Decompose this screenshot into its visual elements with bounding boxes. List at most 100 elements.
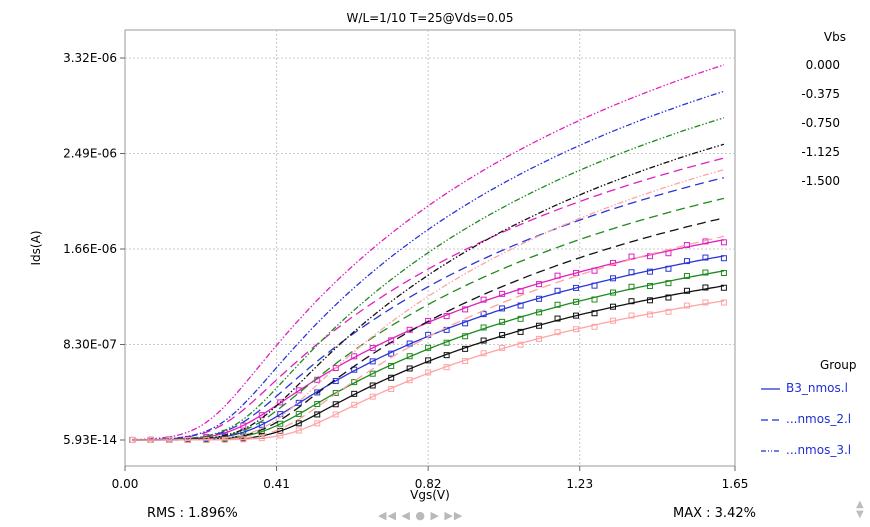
data-point — [258, 435, 265, 442]
data-point — [406, 353, 413, 360]
data-point — [258, 421, 265, 428]
data-point — [591, 282, 598, 289]
data-point — [425, 317, 432, 324]
group-legend-title: Group — [820, 358, 857, 372]
data-point — [720, 269, 727, 276]
data-point — [573, 326, 580, 333]
data-point — [295, 410, 302, 417]
data-point — [443, 313, 450, 320]
data-point — [388, 374, 395, 381]
navigation-controls[interactable]: ◀◀ ◀ ● ▶ ▶▶ — [378, 509, 464, 522]
solid-line-icon — [761, 388, 780, 390]
y-tick-label: 8.30E-07 — [63, 338, 117, 352]
data-point — [683, 258, 690, 265]
data-point — [332, 401, 339, 408]
data-point — [610, 259, 616, 266]
max-readout: MAX : 3.42% — [673, 506, 756, 521]
data-point — [610, 303, 616, 310]
data-point — [646, 311, 653, 318]
series-line-nmos-2 — [132, 235, 725, 441]
data-point — [720, 284, 727, 291]
vbs-legend-item: -1.500 — [801, 174, 840, 188]
data-point — [517, 302, 524, 309]
data-point — [683, 287, 690, 294]
rms-readout: RMS : 1.896% — [147, 506, 238, 521]
plot-area — [124, 29, 736, 467]
vbs-legend-item: -0.750 — [801, 116, 840, 130]
y-tick-label: 2.49E-06 — [63, 147, 117, 161]
vbs-legend-item: -0.375 — [801, 87, 840, 101]
group-legend-label: ...nmos_3.l — [786, 443, 852, 457]
data-point — [665, 308, 672, 315]
data-point — [295, 420, 302, 427]
data-point — [554, 315, 561, 322]
data-point — [369, 370, 376, 377]
data-point — [443, 339, 450, 346]
data-point — [166, 436, 173, 443]
data-point — [351, 379, 358, 386]
data-point — [277, 432, 284, 439]
data-point — [646, 297, 653, 304]
data-point — [462, 333, 469, 340]
data-point — [646, 268, 653, 275]
data-point — [554, 287, 561, 294]
group-legend-label: B3_nmos.l — [786, 381, 848, 395]
data-point — [573, 269, 580, 276]
data-point — [351, 366, 358, 373]
series-line-nmos-2 — [132, 177, 725, 441]
vbs-legend-item: 0.000 — [805, 58, 840, 72]
data-point — [628, 253, 635, 260]
series-line-nmos-3 — [132, 64, 725, 441]
vbs-legend-item: -1.125 — [801, 145, 840, 159]
spin-control[interactable]: ▲ ▼ — [856, 500, 864, 520]
data-point — [702, 269, 709, 276]
data-point — [240, 436, 247, 443]
data-point — [665, 294, 672, 301]
spin-down-icon[interactable]: ▼ — [856, 509, 864, 520]
data-point — [295, 427, 302, 434]
data-point — [221, 436, 228, 443]
data-point — [720, 239, 727, 246]
data-point — [517, 341, 524, 348]
data-point — [369, 393, 376, 400]
data-point — [683, 302, 690, 309]
group-legend-label: ...nmos_2.l — [786, 412, 852, 426]
data-point — [517, 315, 524, 322]
data-point — [129, 436, 136, 443]
data-point — [462, 320, 469, 327]
data-point — [702, 238, 709, 245]
data-point — [184, 436, 191, 443]
data-point — [536, 335, 543, 342]
data-point — [536, 309, 543, 316]
series-line-nmos-3 — [132, 143, 725, 441]
data-point — [332, 365, 339, 372]
spin-up-icon[interactable]: ▲ — [856, 499, 864, 510]
series-line-nmos-3 — [132, 117, 725, 441]
data-point — [351, 401, 358, 408]
data-point — [314, 411, 321, 418]
data-point — [554, 329, 561, 336]
data-point — [646, 283, 653, 290]
y-tick-label: 3.32E-06 — [63, 51, 117, 65]
data-point — [332, 411, 339, 418]
series-line-nmos-3 — [132, 90, 725, 441]
chart-title: W/L=1/10 T=25@Vds=0.05 — [347, 11, 514, 25]
data-point — [425, 344, 432, 351]
y-tick-label: 5.93E-14 — [63, 433, 117, 447]
data-point — [610, 317, 616, 324]
data-point — [351, 353, 358, 360]
data-point — [480, 311, 487, 318]
data-point — [351, 390, 358, 397]
data-point — [536, 295, 543, 302]
data-point — [591, 267, 598, 274]
data-point — [573, 298, 580, 305]
data-point — [388, 350, 395, 357]
data-point — [258, 412, 265, 419]
data-point — [332, 390, 339, 397]
data-point — [499, 290, 506, 297]
data-point — [406, 365, 413, 372]
data-point — [610, 289, 616, 296]
data-point — [314, 389, 321, 396]
data-point — [277, 420, 284, 427]
data-point — [406, 377, 413, 384]
